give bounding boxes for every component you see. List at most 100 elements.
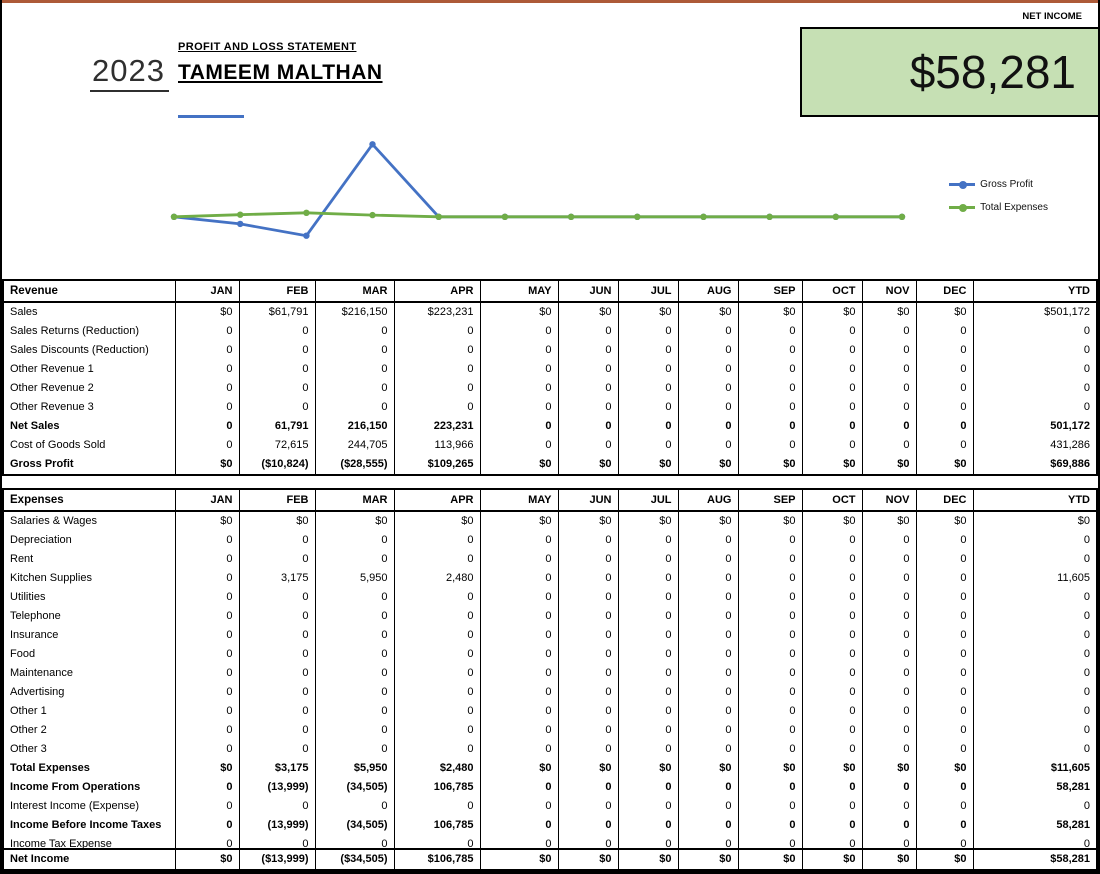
value-cell[interactable]: 0 xyxy=(972,702,1098,721)
value-cell[interactable]: 0 xyxy=(737,721,803,740)
value-cell[interactable]: $0 xyxy=(557,455,619,475)
row-label-cell[interactable]: Maintenance xyxy=(2,664,176,683)
value-cell[interactable]: $0 xyxy=(801,849,863,870)
value-cell[interactable]: $69,886 xyxy=(972,455,1098,475)
value-cell[interactable]: 0 xyxy=(972,721,1098,740)
value-cell[interactable]: 0 xyxy=(801,550,863,569)
value-cell[interactable]: ($34,505) xyxy=(314,849,395,870)
column-header[interactable]: FEB xyxy=(238,488,316,512)
value-cell[interactable]: $0 xyxy=(801,511,863,531)
column-header[interactable]: DEC xyxy=(915,279,974,303)
column-header[interactable]: DEC xyxy=(915,488,974,512)
row-label-cell[interactable]: Sales Returns (Reduction) xyxy=(2,322,176,341)
value-cell[interactable]: $0 xyxy=(737,849,803,870)
value-cell[interactable]: $0 xyxy=(677,302,739,322)
value-cell[interactable]: 0 xyxy=(557,740,619,759)
value-cell[interactable]: 0 xyxy=(677,398,739,417)
value-cell[interactable]: $0 xyxy=(557,302,619,322)
value-cell[interactable]: 0 xyxy=(238,664,316,683)
row-label-cell[interactable]: Other Revenue 3 xyxy=(2,398,176,417)
value-cell[interactable]: 0 xyxy=(238,550,316,569)
value-cell[interactable]: $0 xyxy=(801,302,863,322)
value-cell[interactable]: 0 xyxy=(677,588,739,607)
value-cell[interactable]: (13,999) xyxy=(238,816,316,835)
value-cell[interactable]: 0 xyxy=(479,702,559,721)
column-header[interactable]: JUL xyxy=(617,279,679,303)
value-cell[interactable]: 0 xyxy=(677,721,739,740)
row-label-cell[interactable]: Other Revenue 1 xyxy=(2,360,176,379)
value-cell[interactable]: 61,791 xyxy=(238,417,316,436)
value-cell[interactable]: $106,785 xyxy=(393,849,481,870)
value-cell[interactable]: 0 xyxy=(915,360,974,379)
value-cell[interactable]: 0 xyxy=(479,436,559,455)
row-label-cell[interactable]: Gross Profit xyxy=(2,455,176,475)
column-header[interactable]: NOV xyxy=(861,488,917,512)
value-cell[interactable]: 0 xyxy=(972,322,1098,341)
value-cell[interactable]: 0 xyxy=(801,778,863,797)
value-cell[interactable]: 0 xyxy=(972,588,1098,607)
value-cell[interactable]: 0 xyxy=(174,588,240,607)
value-cell[interactable]: 0 xyxy=(479,379,559,398)
row-label-cell[interactable]: Other 1 xyxy=(2,702,176,721)
value-cell[interactable]: 0 xyxy=(238,721,316,740)
value-cell[interactable]: 0 xyxy=(861,417,917,436)
value-cell[interactable]: 0 xyxy=(479,341,559,360)
value-cell[interactable]: 11,605 xyxy=(972,569,1098,588)
value-cell[interactable]: 0 xyxy=(617,797,679,816)
value-cell[interactable]: 0 xyxy=(737,360,803,379)
value-cell[interactable]: ($10,824) xyxy=(238,455,316,475)
value-cell[interactable]: 0 xyxy=(915,683,974,702)
value-cell[interactable]: 106,785 xyxy=(393,816,481,835)
row-label-cell[interactable]: Interest Income (Expense) xyxy=(2,797,176,816)
value-cell[interactable]: 0 xyxy=(972,531,1098,550)
value-cell[interactable]: 0 xyxy=(174,797,240,816)
column-header[interactable]: OCT xyxy=(801,279,863,303)
value-cell[interactable]: 0 xyxy=(677,683,739,702)
value-cell[interactable]: 0 xyxy=(677,569,739,588)
value-cell[interactable]: 0 xyxy=(861,550,917,569)
value-cell[interactable]: 0 xyxy=(617,721,679,740)
value-cell[interactable]: $109,265 xyxy=(393,455,481,475)
value-cell[interactable]: 0 xyxy=(174,778,240,797)
value-cell[interactable]: 0 xyxy=(393,531,481,550)
value-cell[interactable]: 0 xyxy=(174,417,240,436)
value-cell[interactable]: 0 xyxy=(557,626,619,645)
section-title[interactable]: Revenue xyxy=(2,279,176,303)
value-cell[interactable]: 0 xyxy=(801,569,863,588)
value-cell[interactable]: $0 xyxy=(617,302,679,322)
value-cell[interactable]: 0 xyxy=(972,797,1098,816)
value-cell[interactable]: $0 xyxy=(861,302,917,322)
value-cell[interactable]: 0 xyxy=(861,360,917,379)
value-cell[interactable]: 0 xyxy=(677,702,739,721)
value-cell[interactable]: 0 xyxy=(479,398,559,417)
row-label-cell[interactable]: Rent xyxy=(2,550,176,569)
value-cell[interactable]: 0 xyxy=(174,683,240,702)
value-cell[interactable]: 223,231 xyxy=(393,417,481,436)
value-cell[interactable]: $0 xyxy=(174,511,240,531)
value-cell[interactable]: 0 xyxy=(314,360,395,379)
value-cell[interactable]: 0 xyxy=(677,816,739,835)
value-cell[interactable]: 0 xyxy=(861,436,917,455)
value-cell[interactable]: $0 xyxy=(737,759,803,778)
value-cell[interactable]: 3,175 xyxy=(238,569,316,588)
value-cell[interactable]: 0 xyxy=(677,341,739,360)
row-label-cell[interactable]: Net Sales xyxy=(2,417,176,436)
value-cell[interactable]: 0 xyxy=(617,341,679,360)
value-cell[interactable]: 0 xyxy=(314,588,395,607)
value-cell[interactable]: 0 xyxy=(801,379,863,398)
value-cell[interactable]: $58,281 xyxy=(972,849,1098,870)
value-cell[interactable]: 0 xyxy=(314,797,395,816)
value-cell[interactable]: 0 xyxy=(915,379,974,398)
value-cell[interactable]: 0 xyxy=(314,683,395,702)
value-cell[interactable]: 0 xyxy=(861,531,917,550)
value-cell[interactable]: 0 xyxy=(557,379,619,398)
value-cell[interactable]: $0 xyxy=(677,511,739,531)
value-cell[interactable]: 0 xyxy=(617,740,679,759)
value-cell[interactable]: 0 xyxy=(915,436,974,455)
value-cell[interactable]: 0 xyxy=(557,664,619,683)
value-cell[interactable]: 0 xyxy=(557,417,619,436)
value-cell[interactable]: $0 xyxy=(861,849,917,870)
value-cell[interactable]: 0 xyxy=(174,360,240,379)
value-cell[interactable]: 0 xyxy=(479,569,559,588)
value-cell[interactable]: 0 xyxy=(557,531,619,550)
